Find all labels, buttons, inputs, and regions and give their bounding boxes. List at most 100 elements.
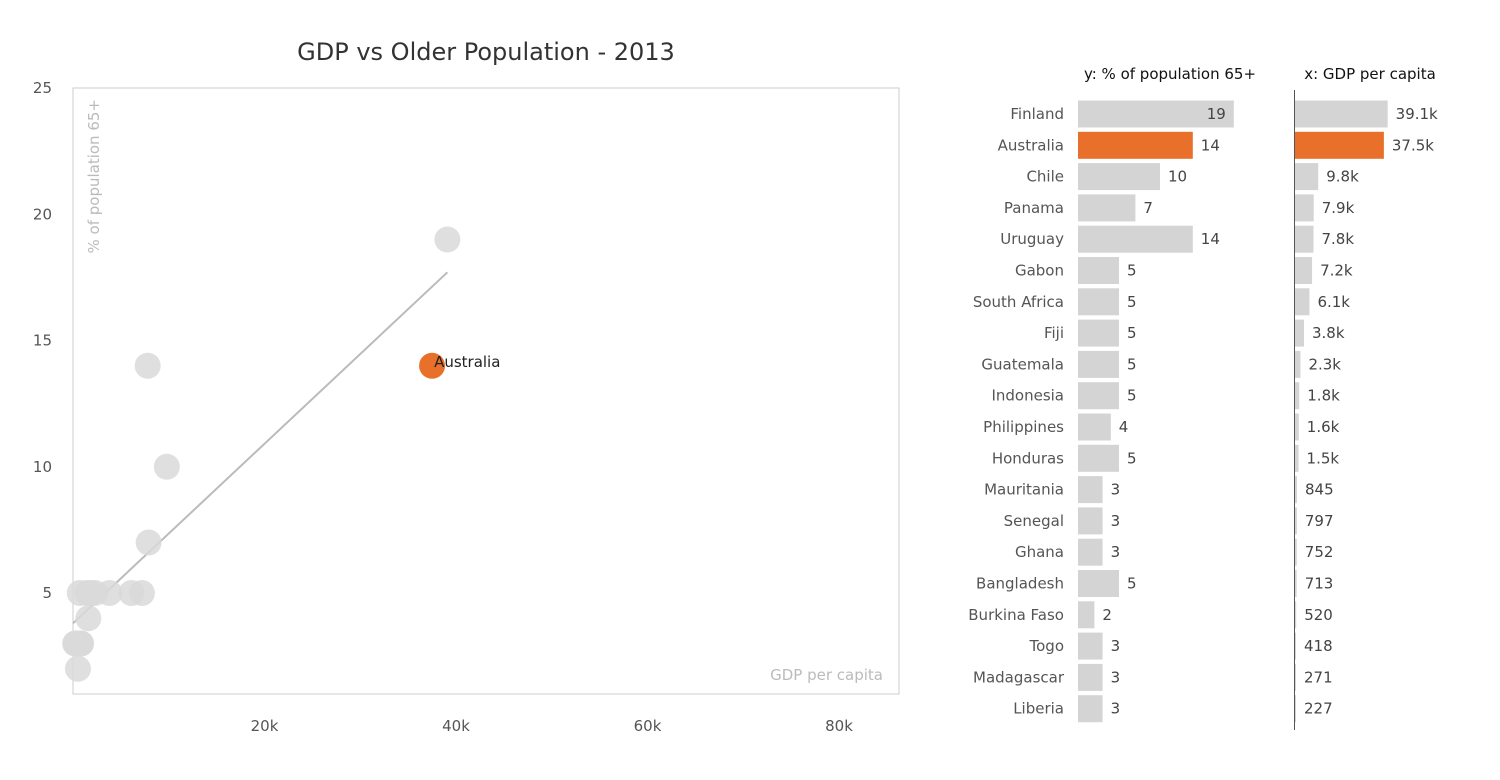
bar-row-guatemala[interactable]: Guatemala 5 2.3k [981,350,1341,378]
x-bar-value: 713 [1305,575,1334,593]
y-bar [1078,695,1103,723]
y-bar [1078,131,1193,159]
x-bar [1295,163,1319,191]
country-label: South Africa [973,293,1064,311]
point-uruguay[interactable] [134,352,161,379]
x-bar [1295,695,1296,723]
y-tick-label: 10 [33,458,52,476]
y-bar-value: 5 [1127,575,1137,593]
x-bar [1295,507,1297,535]
bar-row-south-africa[interactable]: South Africa 5 6.1k [973,288,1350,316]
y-bar [1078,507,1103,535]
y-bar-value: 5 [1127,262,1137,280]
country-label: Liberia [1013,700,1064,718]
x-bar [1295,570,1297,597]
y-bar-value: 3 [1111,700,1121,718]
bar-row-senegal[interactable]: Senegal 3 797 [1004,507,1334,535]
y-bar-value: 3 [1111,481,1121,499]
x-bar [1295,225,1314,253]
y-bar [1078,194,1136,222]
x-bar-value: 797 [1305,512,1334,530]
bar-row-liberia[interactable]: Liberia 3 227 [1013,695,1333,723]
x-bar-value: 2.3k [1308,355,1341,373]
country-label: Fiji [1044,324,1064,342]
y-bar [1078,570,1119,597]
x-bar-value: 9.8k [1326,168,1359,186]
bar-row-bangladesh[interactable]: Bangladesh 5 713 [976,570,1333,597]
scatter-points: Australia [62,226,500,682]
bar-row-philippines[interactable]: Philippines 4 1.6k [983,413,1340,441]
y-bar [1078,382,1119,410]
highlight-point-label: Australia [434,353,500,371]
country-label: Philippines [983,418,1064,436]
y-bar [1078,257,1119,284]
bar-row-australia[interactable]: Australia 14 37.5k [998,131,1435,159]
point-south-africa[interactable] [118,580,145,606]
bar-row-uruguay[interactable]: Uruguay 14 7.8k [1000,225,1354,253]
point-finland[interactable] [434,226,461,253]
y-tick-label: 20 [33,205,52,223]
x-bar [1295,131,1384,159]
x-bar-value: 37.5k [1392,136,1434,154]
point-bangladesh[interactable] [66,580,93,606]
x-bar-value: 752 [1305,543,1334,561]
bar-row-panama[interactable]: Panama 7 7.9k [1004,194,1355,222]
x-bar-value: 7.9k [1322,199,1355,217]
x-bar-value: 845 [1305,481,1334,499]
point-chile[interactable] [153,453,180,480]
point-panama[interactable] [135,529,162,556]
y-tick-label: 5 [42,584,52,602]
x-bar [1295,100,1388,128]
country-label: Mauritania [984,481,1064,499]
y-bar-value: 3 [1111,637,1121,655]
point-burkina-faso[interactable] [64,655,91,682]
bar-row-ghana[interactable]: Ghana 3 752 [1015,538,1334,566]
x-bar-value: 3.8k [1312,324,1345,342]
x-bar-header: x: GDP per capita [1304,65,1436,83]
y-bar-value: 10 [1168,168,1187,186]
bar-row-finland[interactable]: Finland 19 39.1k [1010,100,1438,128]
x-bar [1295,194,1314,222]
y-bar-header: y: % of population 65+ [1084,65,1256,83]
scatter-plot: % of population 65+ GDP per capita 5 10 15… [33,79,900,735]
x-bar [1295,319,1305,347]
point-philippines[interactable] [75,605,102,632]
y-bar-value: 2 [1102,606,1112,624]
country-label: Togo [1029,637,1065,655]
x-bar [1295,663,1296,691]
y-bar [1078,100,1234,128]
y-bar-value: 7 [1143,199,1153,217]
y-bar [1078,350,1119,378]
bar-row-madagascar[interactable]: Madagascar 3 271 [973,663,1333,691]
x-bar-value: 7.2k [1320,262,1353,280]
x-bar-value: 418 [1304,637,1333,655]
bar-row-mauritania[interactable]: Mauritania 3 845 [984,476,1334,504]
bar-row-fiji[interactable]: Fiji 5 3.8k [1044,319,1345,347]
bar-row-honduras[interactable]: Honduras 5 1.5k [992,444,1340,472]
bar-row-indonesia[interactable]: Indonesia 5 1.8k [991,382,1340,410]
y-axis-label: % of population 65+ [85,99,103,254]
country-label: Senegal [1004,512,1064,530]
bar-row-togo[interactable]: Togo 3 418 [1029,632,1333,660]
x-bar-value: 1.6k [1307,418,1340,436]
y-bar-value: 19 [1207,105,1226,123]
x-bar-value: 39.1k [1396,105,1438,123]
bar-row-chile[interactable]: Chile 10 9.8k [1026,163,1359,191]
x-bar [1295,413,1299,441]
y-bar-value: 14 [1201,230,1220,248]
point-liberia[interactable] [62,630,89,657]
y-bar-value: 5 [1127,387,1137,405]
point-australia[interactable] [419,352,446,379]
x-bar [1295,632,1296,660]
bar-row-burkina-faso[interactable]: Burkina Faso 2 520 [968,601,1333,629]
y-bar-value: 3 [1111,512,1121,530]
y-bar [1078,413,1111,441]
y-bar [1078,288,1119,316]
country-label: Burkina Faso [968,606,1064,624]
y-bar-value: 5 [1127,293,1137,311]
plot-frame [72,87,900,695]
x-bar-value: 7.8k [1321,230,1354,248]
bar-row-gabon[interactable]: Gabon 5 7.2k [1015,257,1353,284]
x-bar [1295,350,1301,378]
